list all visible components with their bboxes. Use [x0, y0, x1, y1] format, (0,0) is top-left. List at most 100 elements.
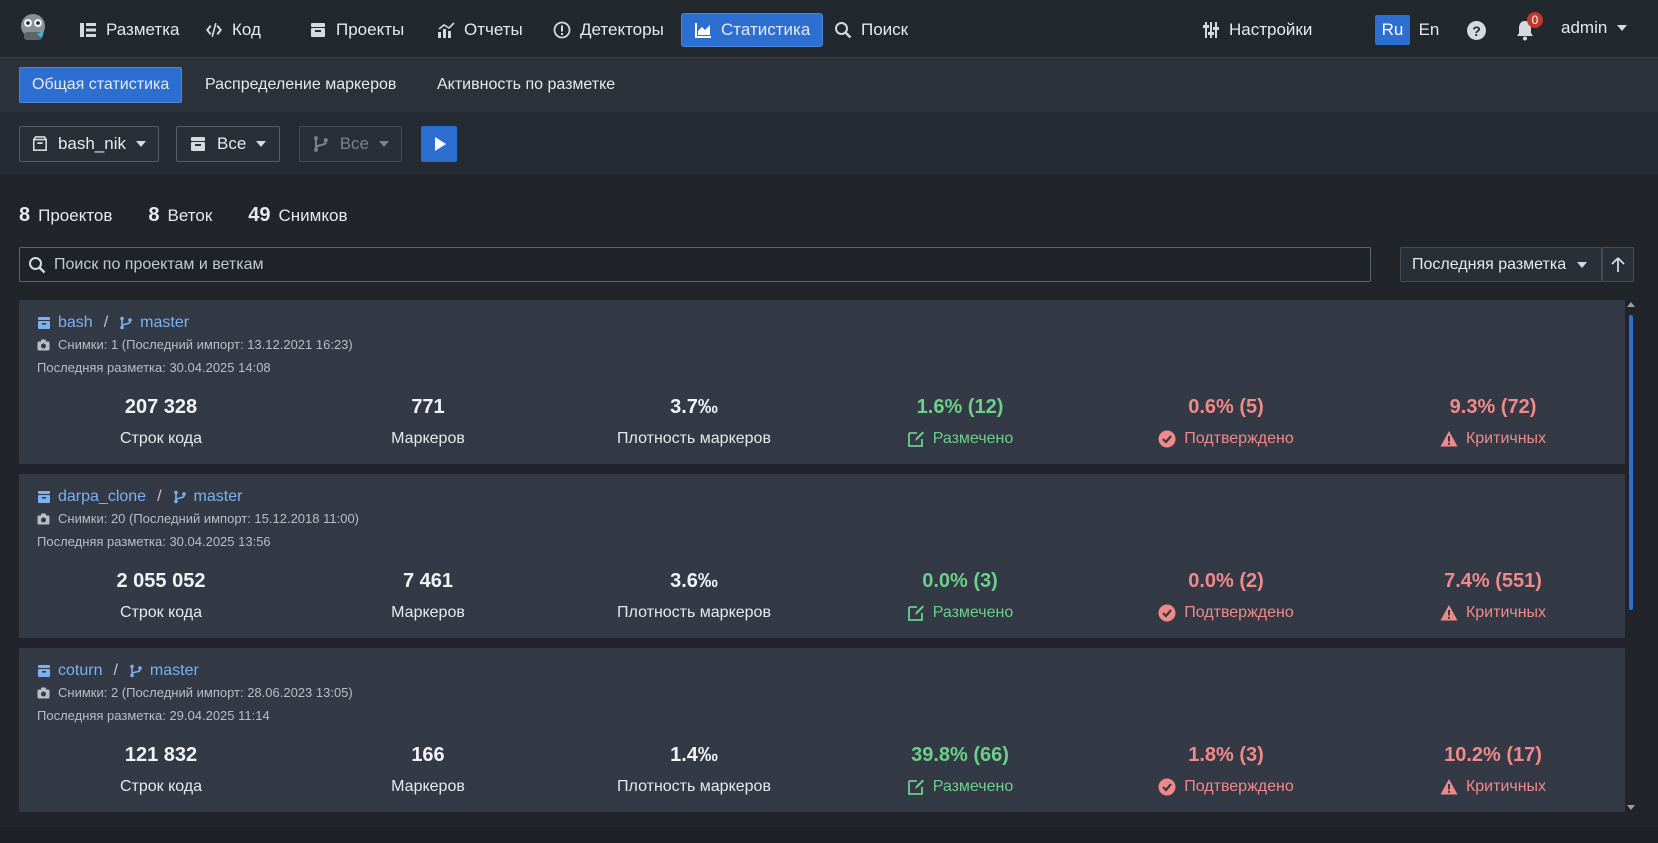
snapshots-info: Снимки: 1 (Последний импорт: 13.12.2021 … — [58, 337, 353, 352]
stat-caption: Строк кода — [119, 604, 203, 621]
branch-name-link[interactable]: master — [149, 662, 199, 679]
path-separator: / — [103, 314, 109, 331]
sort-direction-button[interactable] — [1602, 247, 1634, 282]
card-last-markup: Последняя разметка: 29.04.2025 11:14 — [37, 708, 270, 723]
alert-circle-icon — [553, 21, 571, 39]
nav-detectors[interactable]: Детекторы — [541, 13, 676, 47]
project-card-list: bash / master Снимки: 1 (Последний импор… — [19, 300, 1625, 812]
user-menu[interactable]: admin — [1561, 18, 1628, 38]
list-icon — [80, 23, 96, 37]
project-name-link[interactable]: coturn — [58, 662, 103, 679]
project-name-link[interactable]: darpa_clone — [58, 488, 147, 505]
card-stats: 2 055 052 Строк кода 7 461 Маркеров 3.6‰… — [19, 570, 1599, 630]
stat-confirmed: 0.6% (5) Подтверждено — [1096, 396, 1356, 448]
stat-value: 7 461 — [402, 570, 454, 592]
project-name-link[interactable]: bash — [58, 314, 93, 331]
stat-caption: Маркеров — [391, 430, 465, 447]
stat-value: 3.6‰ — [670, 570, 718, 592]
card-last-markup: Последняя разметка: 30.04.2025 14:08 — [37, 360, 271, 375]
scroll-down-icon[interactable] — [1627, 805, 1635, 810]
nav-reports[interactable]: Отчеты — [425, 13, 535, 47]
stat-caption: Подтверждено — [1184, 604, 1294, 621]
sort-select[interactable]: Последняя разметка — [1400, 247, 1602, 282]
branch-select[interactable]: Все — [299, 126, 402, 162]
chevron-down-icon — [256, 141, 267, 147]
stat-caption: Плотность маркеров — [617, 778, 771, 795]
camera-icon — [37, 339, 50, 350]
project-select[interactable]: bash_nik — [19, 126, 159, 162]
tab-markup-activity[interactable]: Активность по разметке — [437, 76, 616, 93]
nav-code[interactable]: Код — [193, 13, 273, 47]
stat-value: 771 — [411, 396, 445, 418]
stat-caption: Строк кода — [119, 430, 203, 447]
stat-confirmed: 0.0% (2) Подтверждено — [1096, 570, 1356, 622]
notifications-badge: 0 — [1527, 12, 1543, 28]
help-icon[interactable]: ? — [1467, 21, 1486, 40]
archive-icon — [191, 137, 205, 151]
stat-caption: Подтверждено — [1184, 430, 1294, 447]
scope-select[interactable]: Все — [176, 126, 280, 162]
stat-caption: Критичных — [1465, 604, 1547, 621]
stat-density: 3.6‰ Плотность маркеров — [564, 570, 824, 622]
stat-caption: Размечено — [932, 778, 1014, 795]
stat-value: 7.4% (551) — [1444, 570, 1542, 592]
stat-markers: 166 Маркеров — [298, 744, 558, 796]
nav-code-label: Код — [232, 20, 261, 39]
git-branch-icon — [313, 136, 328, 152]
camera-icon — [37, 687, 50, 698]
scroll-up-icon[interactable] — [1627, 302, 1635, 307]
chevron-down-icon — [1577, 261, 1587, 268]
card-title: coturn / master — [37, 662, 199, 680]
chevron-down-icon — [379, 141, 389, 147]
play-icon — [435, 137, 446, 151]
warning-icon — [1440, 779, 1458, 795]
nav-settings[interactable]: Настройки — [1190, 13, 1324, 47]
stat-value: 39.8% (66) — [911, 744, 1009, 766]
stat-value: 3.7‰ — [670, 396, 718, 418]
nav-projects-label: Проекты — [336, 20, 405, 39]
check-circle-icon — [1158, 604, 1176, 622]
stat-density: 3.7‰ Плотность маркеров — [564, 396, 824, 448]
git-branch-icon — [130, 664, 142, 678]
snapshots-count: 49 — [248, 204, 271, 226]
nav-search[interactable]: Поиск — [822, 13, 920, 47]
lang-ru-button[interactable]: Ru — [1375, 15, 1410, 45]
search-input[interactable] — [54, 255, 1370, 274]
chevron-down-icon — [136, 141, 146, 147]
code-icon — [206, 23, 222, 37]
cards-scrollbar[interactable] — [1625, 300, 1637, 812]
card-last-markup: Последняя разметка: 30.04.2025 13:56 — [37, 534, 271, 549]
nav-statistics[interactable]: Статистика — [681, 13, 824, 47]
chart-icon — [438, 22, 455, 38]
branch-name-link[interactable]: master — [193, 488, 243, 505]
projects-count: 8 — [19, 204, 31, 226]
project-card[interactable]: bash / master Снимки: 1 (Последний импор… — [19, 300, 1625, 464]
scrollbar-thumb[interactable] — [1629, 315, 1633, 610]
camera-icon — [37, 513, 50, 524]
area-chart-icon — [695, 23, 711, 38]
nav-reports-label: Отчеты — [464, 20, 523, 39]
nav-markup[interactable]: Разметка — [67, 13, 191, 47]
top-navigation: Разметка Код Проекты Отчеты Детекторы Ст… — [0, 0, 1658, 58]
sort-select-value: Последняя разметка — [1412, 255, 1567, 273]
tab-marker-distribution[interactable]: Распределение маркеров — [205, 76, 397, 93]
stat-value: 10.2% (17) — [1444, 744, 1542, 766]
branch-name-link[interactable]: master — [140, 314, 190, 331]
app-logo-icon[interactable] — [18, 12, 48, 44]
run-button[interactable] — [421, 126, 457, 162]
package-icon — [32, 136, 47, 151]
last-markup-info: Последняя разметка: 30.04.2025 14:08 — [37, 360, 271, 375]
snapshots-info: Снимки: 2 (Последний импорт: 28.06.2023 … — [58, 685, 353, 700]
project-card[interactable]: coturn / master Снимки: 2 (Последний имп… — [19, 648, 1625, 812]
nav-settings-label: Настройки — [1229, 20, 1313, 39]
card-title: bash / master — [37, 314, 189, 332]
project-card[interactable]: darpa_clone / master Снимки: 20 (Последн… — [19, 474, 1625, 638]
edit-icon — [907, 431, 924, 447]
stat-caption: Критичных — [1465, 430, 1547, 447]
lang-en-button[interactable]: En — [1418, 20, 1440, 39]
stat-critical: 9.3% (72) Критичных — [1363, 396, 1623, 448]
nav-projects[interactable]: Проекты — [297, 13, 416, 47]
archive-icon — [311, 23, 325, 37]
tab-general-stats[interactable]: Общая статистика — [19, 67, 183, 103]
stat-value: 207 328 — [124, 396, 198, 418]
